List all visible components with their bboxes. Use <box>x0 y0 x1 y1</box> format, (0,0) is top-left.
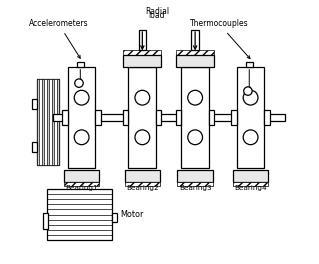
Bar <box>112 213 117 222</box>
Bar <box>77 62 84 67</box>
Bar <box>123 110 129 125</box>
Bar <box>42 79 44 165</box>
Bar <box>124 170 160 182</box>
Bar <box>123 55 161 67</box>
Text: Bearing4: Bearing4 <box>234 185 267 191</box>
Bar <box>54 79 57 165</box>
Bar <box>64 182 100 186</box>
Text: Bearing1: Bearing1 <box>65 185 98 191</box>
Bar <box>37 79 39 165</box>
Circle shape <box>244 87 252 95</box>
Bar <box>49 79 52 165</box>
Bar <box>124 182 160 186</box>
Circle shape <box>75 79 83 87</box>
Bar <box>95 110 101 125</box>
Bar <box>176 55 214 67</box>
Bar <box>64 170 100 182</box>
Text: Accelerometers: Accelerometers <box>29 19 88 58</box>
Bar <box>44 79 47 165</box>
Bar <box>123 50 161 55</box>
Circle shape <box>135 90 150 105</box>
Bar <box>47 79 49 165</box>
Bar <box>176 110 181 125</box>
Bar <box>209 110 214 125</box>
Circle shape <box>135 130 150 145</box>
Bar <box>177 182 213 186</box>
Bar <box>68 67 95 168</box>
Text: Thermocouples: Thermocouples <box>190 19 250 59</box>
Bar <box>233 182 268 186</box>
Circle shape <box>188 90 203 105</box>
Bar <box>52 79 54 165</box>
Text: Radial: Radial <box>145 7 169 16</box>
Bar <box>181 67 209 168</box>
Bar <box>176 50 214 55</box>
Bar <box>32 99 37 109</box>
Text: Bearing3: Bearing3 <box>179 185 211 191</box>
Bar <box>156 110 161 125</box>
Text: Bearing2: Bearing2 <box>126 185 159 191</box>
Bar <box>246 62 253 67</box>
Bar <box>39 79 42 165</box>
Bar <box>129 67 156 168</box>
Bar <box>57 79 59 165</box>
Bar <box>232 110 237 125</box>
Circle shape <box>243 130 258 145</box>
Bar <box>42 214 48 229</box>
Bar <box>32 142 37 152</box>
Bar <box>47 189 112 240</box>
Bar <box>264 110 270 125</box>
Circle shape <box>74 90 89 105</box>
Circle shape <box>243 90 258 105</box>
Bar <box>53 114 285 121</box>
Bar <box>233 170 268 182</box>
Bar <box>191 30 199 50</box>
Circle shape <box>188 130 203 145</box>
Circle shape <box>74 130 89 145</box>
Bar <box>139 30 146 50</box>
Text: load: load <box>149 11 165 20</box>
Bar <box>37 79 59 165</box>
Bar <box>177 170 213 182</box>
Bar <box>63 110 68 125</box>
Text: Motor: Motor <box>120 210 143 219</box>
Bar <box>237 67 264 168</box>
